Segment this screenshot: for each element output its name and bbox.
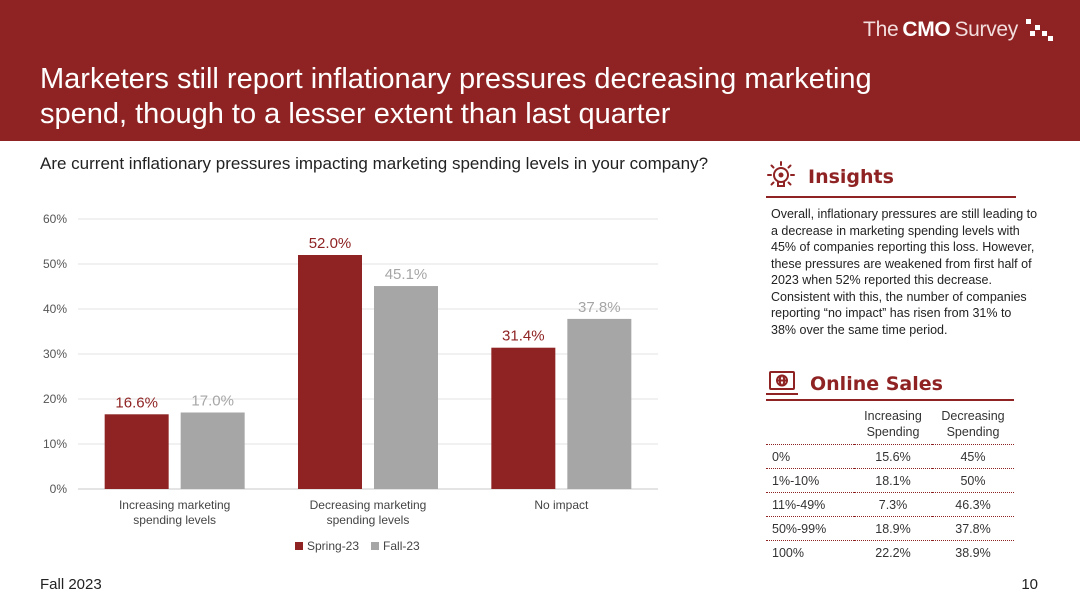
logo-dots-icon [1024,19,1054,41]
legend-label-fall: Fall-23 [383,539,420,553]
online-sales-header: Online Sales [764,370,943,398]
y-tick-label: 20% [43,392,67,406]
x-tick-label: Decreasing marketing [310,498,427,512]
logo-suffix: Survey [954,18,1018,41]
online-sales-heading: Online Sales [810,373,943,395]
header-increasing-line2: Spending [866,425,920,439]
table-row: 11%-49% 7.3% 46.3% [766,492,1014,517]
y-tick-label: 0% [50,482,68,496]
row-increasing: 18.9% [854,516,932,541]
y-tick-label: 50% [43,257,67,271]
x-tick-label: No impact [534,498,589,512]
bar-fall-23 [567,318,632,489]
table-row: 0% 15.6% 45% [766,444,1014,469]
header-decreasing-spending: Decreasing Spending [932,408,1014,445]
insights-text: Overall, inflationary pressures are stil… [771,207,1038,337]
chart-legend: Spring-23 Fall-23 [295,539,420,553]
legend-item-fall: Fall-23 [371,539,420,553]
header-increasing-line1: Increasing [864,409,922,423]
y-tick-label: 60% [43,212,67,226]
row-decreasing: 46.3% [932,492,1014,517]
legend-swatch-spring [295,542,303,550]
row-decreasing: 38.9% [932,540,1014,565]
row-range: 100% [766,540,854,565]
header-decreasing-line1: Decreasing [941,409,1005,423]
table-row: 100% 22.2% 38.9% [766,540,1014,565]
insights-header: Insights [764,160,894,194]
row-range: 1%-10% [766,468,854,493]
bar-chart: 0% 10% 20% 30% 40% 50% 60% 16.6% 17.0% Increasing… [43,212,658,527]
table-row: 1%-10% 18.1% 50% [766,468,1014,493]
legend-label-spring: Spring-23 [307,539,360,553]
page-number: 10 [1021,576,1038,593]
header-increasing-spending: Increasing Spending [854,408,932,445]
data-label: 37.8% [578,299,621,316]
table-header-row: Increasing Spending Decreasing Spending [766,408,1014,445]
row-increasing: 18.1% [854,468,932,493]
header-decreasing-line2: Spending [946,425,1000,439]
row-decreasing: 45% [932,444,1014,469]
slide-title: Marketers still report inflationary pres… [40,63,872,130]
row-increasing: 7.3% [854,492,932,517]
row-decreasing: 50% [932,468,1014,493]
survey-question: Are current inflationary pressures impac… [40,154,709,173]
logo-prefix: The [863,18,899,41]
data-label: 17.0% [191,393,234,410]
data-label: 31.4% [502,328,545,345]
y-tick-label: 40% [43,302,67,316]
y-tick-label: 10% [43,437,67,451]
bar-spring-23 [104,414,169,489]
data-label: 45.1% [385,266,428,283]
online-sales-table: Increasing Spending Decreasing Spending … [766,408,1014,565]
legend-swatch-fall [371,542,380,550]
x-tick-label: spending levels [327,513,410,527]
x-tick-label: Increasing marketing [119,498,230,512]
cmo-survey-logo: The CMO Survey [863,18,1054,42]
bar-fall-23 [180,412,245,489]
row-range: 11%-49% [766,492,854,517]
online-sales-divider [766,399,1014,401]
row-increasing: 15.6% [854,444,932,469]
row-range: 0% [766,444,854,469]
data-label: 52.0% [309,235,352,252]
header-banner: The CMO Survey Marketers still report in… [0,0,1080,141]
x-tick-label: spending levels [133,513,216,527]
lightbulb-icon [767,161,795,187]
data-label: 16.6% [115,394,158,411]
bar-spring-23 [491,347,556,489]
laptop-globe-icon [766,371,798,395]
row-decreasing: 37.8% [932,516,1014,541]
footer-period: Fall 2023 [40,576,102,593]
row-range: 50%-99% [766,516,854,541]
y-tick-label: 30% [43,347,67,361]
bar-fall-23 [374,286,438,489]
header-blank [766,408,854,445]
insights-divider [766,196,1016,198]
table-row: 50%-99% 18.9% 37.8% [766,516,1014,541]
insights-heading: Insights [808,166,894,188]
bar-spring-23 [298,255,362,489]
legend-item-spring: Spring-23 [295,539,359,553]
row-increasing: 22.2% [854,540,932,565]
logo-bold: CMO [902,18,951,41]
